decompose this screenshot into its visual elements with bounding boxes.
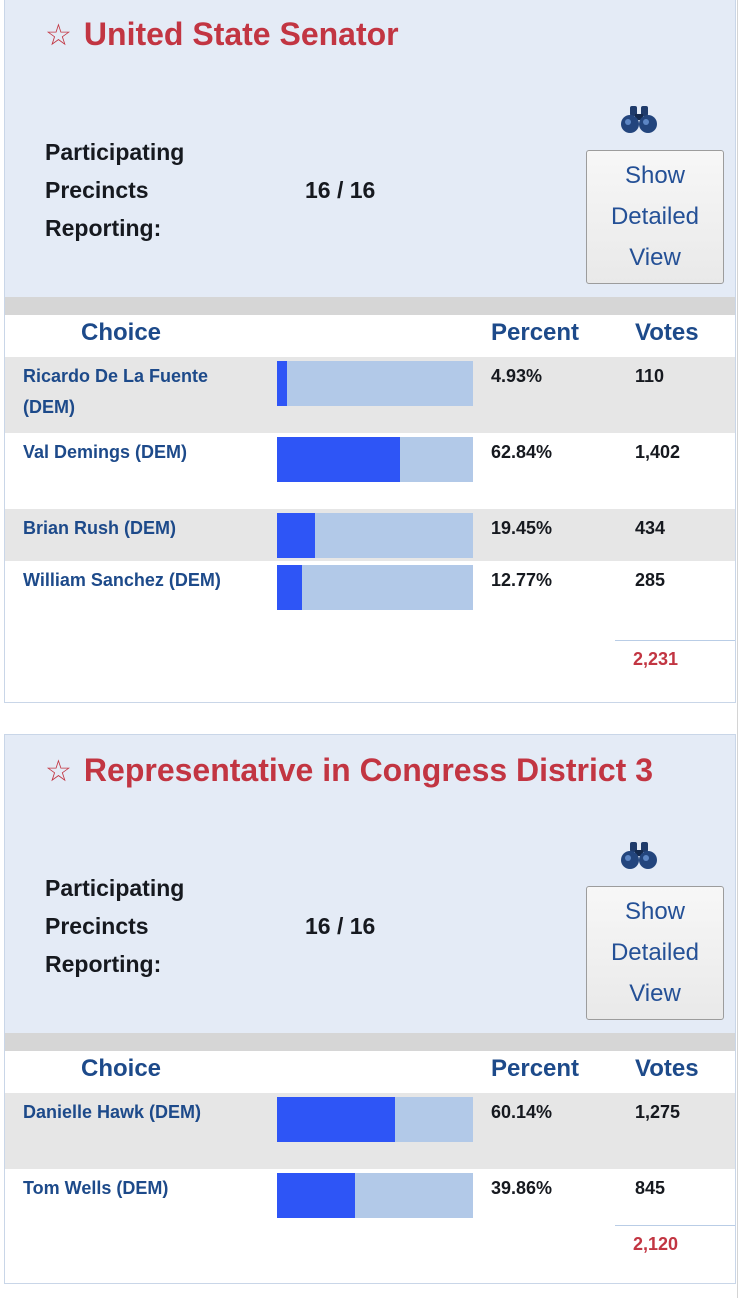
candidate-name: Brian Rush (DEM): [23, 518, 176, 538]
star-outline-icon[interactable]: ☆: [45, 19, 72, 52]
column-header-choice: Choice: [81, 319, 162, 346]
candidate-row: Danielle Hawk (DEM) 60.14% 1,275: [5, 1093, 735, 1169]
vote-share-bar: [277, 437, 473, 482]
precincts-reporting-value: 16 / 16: [305, 913, 376, 939]
precincts-label-line: Participating: [45, 875, 185, 901]
candidate-row: Val Demings (DEM) 62.84% 1,402: [5, 433, 735, 509]
detail-button-line: Show: [624, 898, 686, 925]
binoculars-icon[interactable]: [621, 104, 657, 134]
candidate-name: Ricardo De La Fuente (DEM): [23, 366, 209, 417]
candidate-name: Danielle Hawk (DEM): [23, 1102, 202, 1122]
page-right-rule: [737, 0, 738, 1298]
race-title-text: United State Senator: [83, 16, 399, 52]
vote-share-bar-fill: [277, 437, 401, 482]
show-detailed-view-button[interactable]: Show Detailed View: [586, 150, 724, 284]
column-header-percent: Percent: [491, 319, 580, 346]
vote-share-bar: [277, 1173, 473, 1218]
column-header-votes: Votes: [635, 319, 699, 346]
race-title: ☆ United State Senator: [45, 15, 399, 54]
candidate-votes: 110: [635, 366, 665, 386]
candidate-percent: 4.93%: [491, 366, 543, 386]
vote-share-bar: [277, 565, 473, 610]
race-card-header: ☆ Representative in Congress District 3 P…: [5, 735, 735, 1033]
vote-share-bar-fill: [277, 361, 287, 406]
candidate-name: William Sanchez (DEM): [23, 570, 221, 590]
candidate-name: Val Demings (DEM): [23, 442, 188, 462]
race-card-congress-district-3: ☆ Representative in Congress District 3 P…: [4, 734, 736, 1284]
binoculars-icon[interactable]: [621, 840, 657, 870]
candidate-percent: 60.14%: [491, 1102, 553, 1122]
precincts-label-line: Reporting:: [45, 215, 162, 241]
candidate-row: Brian Rush (DEM) 19.45% 434: [5, 509, 735, 561]
vote-share-bar-fill: [277, 513, 316, 558]
candidate-percent: 62.84%: [491, 442, 553, 462]
column-header-votes: Votes: [635, 1055, 699, 1082]
star-outline-icon[interactable]: ☆: [45, 755, 72, 788]
column-header-percent: Percent: [491, 1055, 580, 1082]
candidate-percent: 19.45%: [491, 518, 553, 538]
total-votes: 2,120: [633, 1234, 679, 1254]
candidate-name: Tom Wells (DEM): [23, 1178, 169, 1198]
vote-share-bar: [277, 513, 473, 558]
candidate-votes: 285: [635, 570, 666, 590]
header-divider-strip: [5, 297, 735, 315]
race-title-text: Representative in Congress District 3: [83, 752, 653, 788]
precincts-label-line: Precincts: [45, 913, 149, 939]
vote-share-bar-fill: [277, 1173, 356, 1218]
candidate-percent: 12.77%: [491, 570, 553, 590]
precincts-reporting-label: Participating Precincts Reporting:: [45, 133, 184, 247]
precincts-reporting-value: 16 / 16: [305, 177, 376, 203]
candidate-row: Ricardo De La Fuente (DEM) 4.93% 110: [5, 357, 735, 433]
detail-button-line: Detailed: [610, 939, 700, 966]
candidate-percent: 39.86%: [491, 1178, 553, 1198]
show-detailed-view-button[interactable]: Show Detailed View: [586, 886, 724, 1020]
race-card-header: ☆ United State Senator Participating Prec…: [5, 0, 735, 297]
precincts-label-line: Participating: [45, 139, 185, 165]
total-divider: [615, 640, 735, 641]
candidate-row: William Sanchez (DEM) 12.77% 285: [5, 561, 735, 637]
race-title: ☆ Representative in Congress District 3: [45, 751, 653, 790]
candidate-votes: 1,402: [635, 442, 681, 462]
total-votes: 2,231: [633, 649, 679, 669]
vote-share-bar-fill: [277, 1097, 395, 1142]
detail-button-line: View: [629, 980, 681, 1007]
detail-button-line: Detailed: [610, 203, 700, 230]
vote-share-bar: [277, 361, 473, 406]
vote-share-bar-fill: [277, 565, 303, 610]
race-card-senator: ☆ United State Senator Participating Prec…: [4, 0, 736, 703]
vote-share-bar: [277, 1097, 473, 1142]
column-header-choice: Choice: [81, 1055, 162, 1082]
precincts-label-line: Precincts: [45, 177, 149, 203]
candidate-row: Tom Wells (DEM) 39.86% 845: [5, 1169, 735, 1221]
total-divider: [615, 1225, 735, 1226]
candidate-votes: 845: [635, 1178, 666, 1198]
detail-button-line: View: [629, 244, 681, 271]
header-divider-strip: [5, 1033, 735, 1051]
detail-button-line: Show: [624, 162, 686, 189]
precincts-reporting-label: Participating Precincts Reporting:: [45, 869, 184, 983]
candidate-votes: 434: [635, 518, 666, 538]
precincts-label-line: Reporting:: [45, 951, 162, 977]
candidate-votes: 1,275: [635, 1102, 681, 1122]
